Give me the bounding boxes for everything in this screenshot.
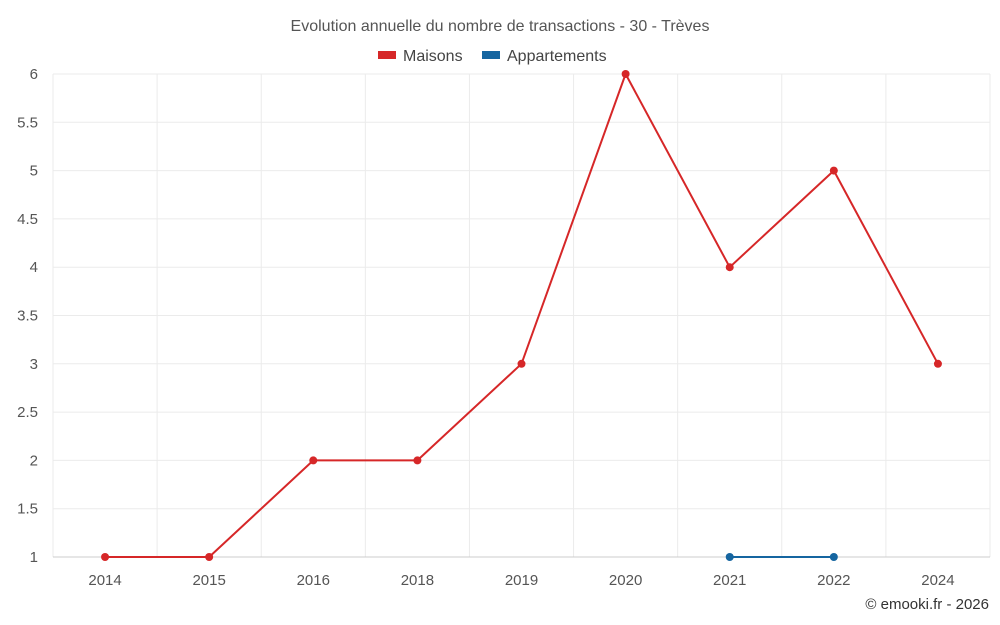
axes: 1 1.5 2 2.5 3 3.5 4 4.5 5 5.5 6 2014 2015 2016 2018 201…: [17, 66, 990, 589]
data-point-maisons[interactable]: [517, 359, 526, 368]
x-tick-label: 2016: [297, 572, 330, 589]
x-tick-label: 2020: [609, 572, 642, 589]
legend-label-maisons[interactable]: Maisons: [403, 48, 463, 65]
y-tick-label: 1: [30, 549, 38, 566]
x-tick-label: 2015: [192, 572, 225, 589]
grid: [52, 73, 991, 557]
y-tick-label: 1.5: [17, 501, 38, 518]
x-tick-label: 2021: [713, 572, 746, 589]
y-tick-label: 6: [30, 66, 38, 83]
y-tick-label: 3: [30, 356, 38, 373]
x-tick-label: 2019: [505, 572, 538, 589]
credit-text: © emooki.fr - 2026: [865, 596, 989, 613]
y-tick-label: 2: [30, 452, 38, 469]
data-point-appartements[interactable]: [829, 553, 838, 561]
y-tick-label: 5.5: [17, 114, 38, 131]
data-point-maisons[interactable]: [725, 263, 734, 272]
data-point-maisons[interactable]: [933, 359, 942, 368]
x-tick-label: 2014: [88, 572, 121, 589]
data-point-maisons[interactable]: [309, 456, 318, 465]
y-tick-label: 5: [30, 163, 38, 180]
data-point-maisons[interactable]: [101, 553, 110, 561]
data-point-maisons[interactable]: [205, 553, 214, 561]
y-tick-label: 4: [30, 259, 38, 276]
data-point-maisons[interactable]: [621, 70, 630, 78]
series: [101, 70, 942, 561]
legend-label-appartements[interactable]: Appartements: [507, 48, 607, 65]
x-tick-label: 2018: [401, 572, 434, 589]
y-tick-label: 3.5: [17, 308, 38, 325]
legend: Maisons Appartements: [378, 48, 607, 65]
y-tick-label: 2.5: [17, 404, 38, 421]
data-point-maisons[interactable]: [413, 456, 422, 465]
legend-swatch-appartements[interactable]: [482, 51, 500, 59]
legend-swatch-maisons[interactable]: [378, 51, 396, 59]
data-point-maisons[interactable]: [829, 166, 838, 175]
y-tick-label: 4.5: [17, 211, 38, 228]
x-tick-label: 2024: [921, 572, 954, 589]
data-point-appartements[interactable]: [725, 553, 734, 561]
x-tick-label: 2022: [817, 572, 850, 589]
chart-title: Evolution annuelle du nombre de transact…: [291, 18, 710, 35]
